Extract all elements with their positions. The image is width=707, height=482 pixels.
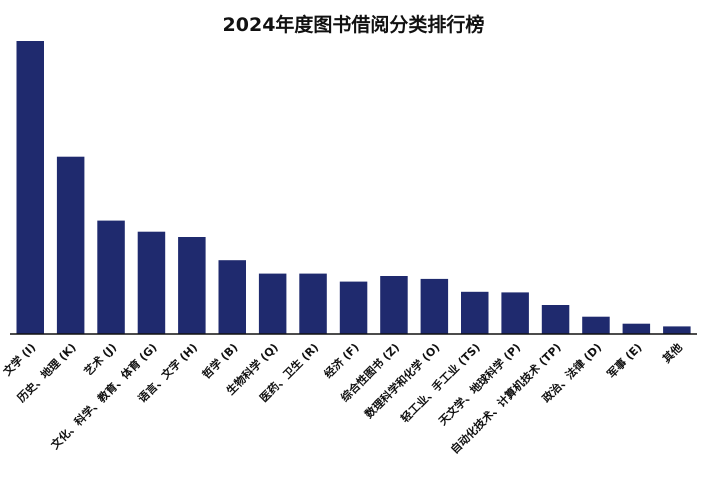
bar-1: [56, 156, 85, 334]
bar-7: [299, 273, 327, 334]
bars-layer: [16, 41, 691, 334]
bar-9: [380, 276, 408, 334]
bar-12: [501, 292, 529, 334]
bar-2: [97, 220, 125, 334]
tick-labels-layer: 文学 (I)历史、地理 (K) 艺术 (J)文化、科学、教育、体育 (G)语言、文…: [0, 340, 685, 456]
bar-6: [258, 273, 287, 334]
bar-4: [178, 237, 206, 334]
x-tick-label: 经济 (F): [321, 340, 362, 381]
bar-8: [339, 281, 368, 334]
x-tick-label: 其他: [659, 340, 684, 365]
x-tick-label: 艺术 (J): [81, 340, 119, 378]
bar-11: [461, 291, 489, 334]
bar-16: [663, 326, 691, 334]
x-tick-label: 数理科学和化学 (O): [362, 340, 443, 421]
x-tick-label: 军事 (E): [604, 340, 645, 381]
bar-13: [541, 305, 570, 334]
chart-title: 2024年度图书借阅分类排行榜: [222, 14, 485, 36]
bar-10: [420, 278, 449, 334]
x-tick-label: 哲学 (B): [199, 340, 240, 381]
bar-5: [218, 260, 246, 334]
bar-0: [16, 41, 44, 334]
bar-14: [582, 316, 610, 334]
bar-3: [137, 231, 166, 334]
x-tick-label: 轻工业、手工业 (TS): [398, 340, 483, 425]
bar-15: [622, 323, 651, 334]
x-tick-label: 文学 (I): [0, 340, 38, 378]
